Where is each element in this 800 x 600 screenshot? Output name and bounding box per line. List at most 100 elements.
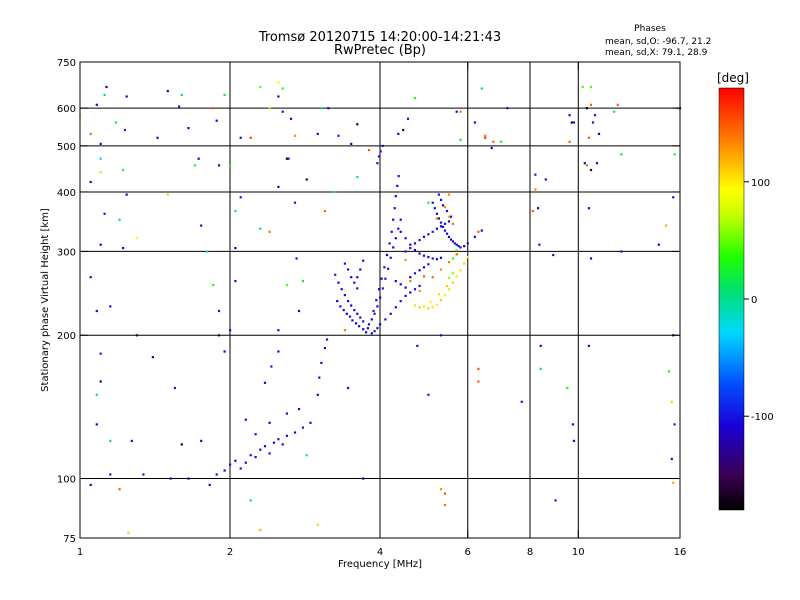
data-point [377, 288, 381, 291]
data-point [455, 249, 458, 252]
data-point [325, 338, 329, 341]
data-point [180, 93, 183, 96]
data-point [105, 85, 108, 89]
data-point [585, 107, 588, 110]
data-point [585, 164, 588, 167]
data-point [277, 185, 280, 188]
data-point [372, 309, 375, 313]
data-point [404, 294, 407, 297]
data-point [135, 237, 138, 240]
data-point [223, 350, 226, 353]
data-point [268, 421, 271, 424]
x-tick-label: 2 [227, 547, 233, 558]
data-point [439, 488, 443, 491]
y-axis-label: Stationary phase Virtual Height [km] [40, 208, 51, 392]
data-point [463, 262, 466, 265]
data-point [259, 528, 262, 532]
data-point [217, 164, 221, 167]
data-point [539, 367, 542, 370]
data-point [397, 175, 400, 178]
data-point [437, 217, 440, 220]
data-point [445, 284, 449, 287]
data-point [422, 254, 426, 257]
data-point [345, 312, 348, 315]
data-point [277, 81, 280, 84]
data-point [657, 243, 660, 246]
data-point [356, 312, 359, 315]
data-point [449, 215, 453, 218]
data-point [455, 253, 458, 256]
data-point [404, 258, 407, 262]
data-point [268, 452, 271, 455]
data-point [409, 291, 412, 294]
data-point [534, 173, 537, 176]
data-point [589, 103, 593, 106]
data-point [463, 245, 466, 248]
data-point [413, 97, 417, 100]
y-axis: 75 100 200 300 400 500 600 750 [57, 58, 680, 545]
data-point [673, 153, 676, 156]
data-point [459, 110, 462, 113]
data-point [381, 144, 384, 147]
x-tick-label: 10 [572, 547, 585, 558]
data-point [484, 134, 487, 137]
data-point [336, 300, 339, 303]
data-point [309, 421, 312, 424]
data-points [79, 81, 682, 534]
colorbar-tick-label: -100 [751, 412, 774, 423]
colorbar-tick-label: 0 [751, 295, 757, 306]
data-point [539, 344, 542, 347]
data-point [473, 235, 476, 238]
data-point [429, 300, 432, 304]
data-point [197, 157, 200, 160]
data-point [95, 309, 98, 313]
grid-lines [80, 62, 680, 538]
data-point [103, 93, 106, 96]
data-point [427, 307, 430, 310]
data-point [99, 380, 102, 383]
data-point [447, 215, 451, 218]
data-point [394, 280, 397, 283]
data-point [193, 164, 196, 167]
data-point [413, 288, 417, 291]
data-point [334, 273, 337, 276]
data-point [392, 218, 395, 221]
data-point [234, 209, 237, 213]
data-point [490, 146, 493, 150]
data-point [89, 276, 92, 279]
data-point [169, 477, 172, 480]
data-point [208, 483, 211, 486]
data-point [348, 315, 352, 318]
data-point [670, 400, 673, 403]
data-point [376, 327, 379, 330]
data-point [443, 222, 447, 225]
data-point [151, 356, 154, 359]
data-point [130, 439, 133, 442]
data-point [367, 149, 371, 152]
colorbar [718, 87, 745, 511]
data-point [449, 238, 453, 241]
data-point [587, 136, 590, 139]
x-axis: 1 2 4 6 8 10 16 [77, 62, 686, 558]
data-point [166, 193, 169, 196]
data-point [156, 136, 159, 139]
data-point [293, 201, 297, 204]
data-point [459, 269, 462, 272]
data-point [301, 280, 304, 283]
data-point [259, 227, 262, 230]
data-point [320, 361, 323, 364]
data-point [672, 481, 675, 484]
data-point [316, 132, 319, 135]
data-point [480, 87, 483, 90]
data-point [451, 281, 454, 284]
data-point [99, 157, 102, 160]
data-point [477, 380, 480, 383]
data-point [500, 140, 503, 143]
data-point [418, 306, 421, 309]
y-tick-label: 500 [57, 142, 76, 153]
data-point [362, 320, 365, 323]
data-point [135, 334, 138, 337]
data-point [343, 294, 346, 297]
data-point [431, 306, 434, 309]
data-point [320, 107, 323, 110]
